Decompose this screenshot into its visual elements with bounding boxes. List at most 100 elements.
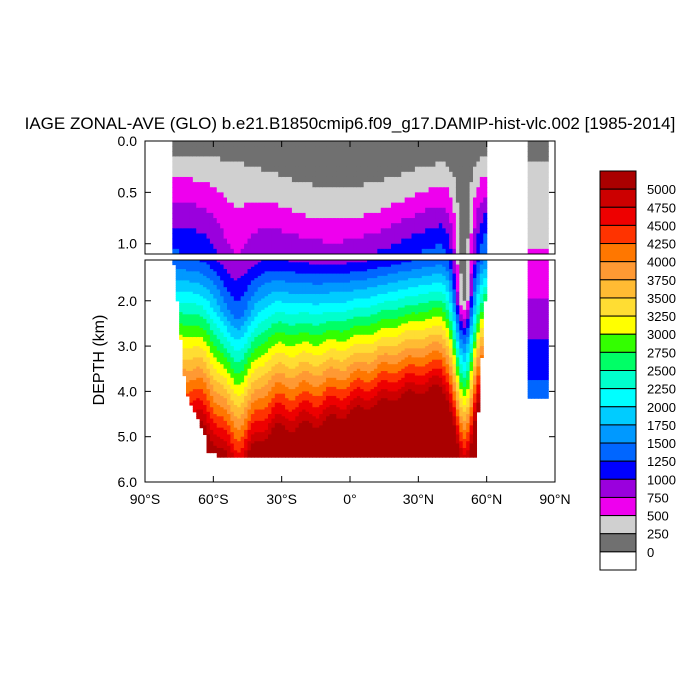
age-cell — [462, 223, 467, 229]
age-cell — [339, 233, 344, 240]
age-cell — [425, 207, 430, 214]
age-cell — [264, 409, 269, 413]
age-cell — [261, 223, 266, 229]
age-cell — [213, 218, 218, 224]
age-cell — [254, 289, 259, 293]
age-cell — [192, 262, 197, 266]
age-cell — [203, 312, 208, 315]
age-cell — [473, 146, 478, 152]
age-cell — [360, 151, 365, 158]
age-cell — [339, 161, 344, 168]
age-cell — [189, 316, 194, 320]
age-cell — [186, 323, 191, 327]
age-cell — [196, 366, 201, 370]
age-cell — [264, 327, 269, 331]
age-cell — [196, 273, 201, 277]
age-cell — [370, 151, 375, 158]
age-cell — [257, 366, 262, 370]
age-cell — [285, 202, 290, 209]
age-cell — [421, 176, 426, 183]
age-cell — [268, 228, 273, 235]
age-cell — [274, 391, 279, 395]
age-cell — [418, 146, 423, 152]
age-cell — [209, 176, 214, 183]
age-cell — [268, 366, 273, 370]
age-cell — [209, 368, 214, 372]
age-cell — [244, 278, 249, 281]
age-cell — [230, 377, 235, 381]
age-cell — [250, 334, 255, 338]
age-cell — [264, 411, 269, 415]
age-cell — [192, 346, 197, 349]
age-cell — [322, 156, 327, 163]
age-cell — [247, 212, 252, 219]
age-cell — [281, 151, 286, 158]
age-cell — [233, 325, 238, 329]
age-cell — [271, 202, 276, 209]
age-cell — [285, 339, 290, 343]
age-cell — [329, 223, 334, 229]
age-cell — [438, 212, 443, 219]
age-cell — [257, 391, 262, 395]
age-cell — [339, 207, 344, 214]
age-cell — [408, 248, 413, 254]
age-cell — [175, 273, 180, 277]
age-cell — [175, 171, 180, 178]
age-cell — [220, 359, 225, 363]
age-cell — [209, 375, 214, 379]
age-cell — [216, 357, 221, 361]
age-cell — [302, 202, 307, 209]
age-cell — [244, 350, 249, 354]
age-cell — [462, 151, 467, 158]
age-cell — [199, 352, 204, 356]
age-cell — [196, 380, 201, 383]
age-cell — [233, 386, 238, 390]
age-cell — [278, 427, 283, 431]
age-cell — [254, 400, 259, 404]
age-cell — [179, 275, 184, 279]
age-cell — [261, 176, 266, 183]
age-cell — [438, 202, 443, 209]
age-cell — [274, 151, 279, 158]
age-cell — [397, 192, 402, 199]
age-cell — [192, 300, 197, 304]
age-cell — [233, 262, 238, 266]
age-cell — [216, 348, 221, 352]
age-cell — [271, 264, 276, 268]
age-cell — [175, 278, 180, 281]
age-cell — [247, 314, 252, 318]
age-cell — [288, 212, 293, 219]
age-cell — [237, 212, 242, 219]
age-cell — [186, 284, 191, 288]
age-cell — [264, 146, 269, 152]
age-cell — [302, 161, 307, 168]
age-cell — [462, 166, 467, 173]
age-cell — [254, 352, 259, 356]
age-cell — [223, 293, 228, 297]
age-cell — [209, 278, 214, 281]
age-cell — [302, 156, 307, 163]
age-cell — [278, 414, 283, 417]
age-cell — [336, 207, 341, 214]
age-cell — [237, 291, 242, 295]
age-cell — [223, 368, 228, 372]
age-cell — [227, 341, 232, 345]
age-cell — [230, 275, 235, 279]
age-cell — [268, 373, 273, 377]
age-cell — [206, 330, 211, 334]
age-cell — [411, 228, 416, 235]
age-cell — [244, 287, 249, 291]
age-cell — [250, 418, 255, 422]
age-cell — [285, 341, 290, 345]
age-cell — [336, 248, 341, 254]
age-cell — [377, 212, 382, 219]
age-cell — [244, 364, 249, 368]
age-cell — [189, 223, 194, 229]
age-cell — [233, 377, 238, 381]
age-cell — [244, 420, 249, 424]
age-cell — [213, 314, 218, 318]
age-cell — [449, 146, 454, 152]
age-cell — [271, 361, 276, 365]
age-cell — [244, 436, 249, 440]
age-cell — [220, 429, 225, 433]
